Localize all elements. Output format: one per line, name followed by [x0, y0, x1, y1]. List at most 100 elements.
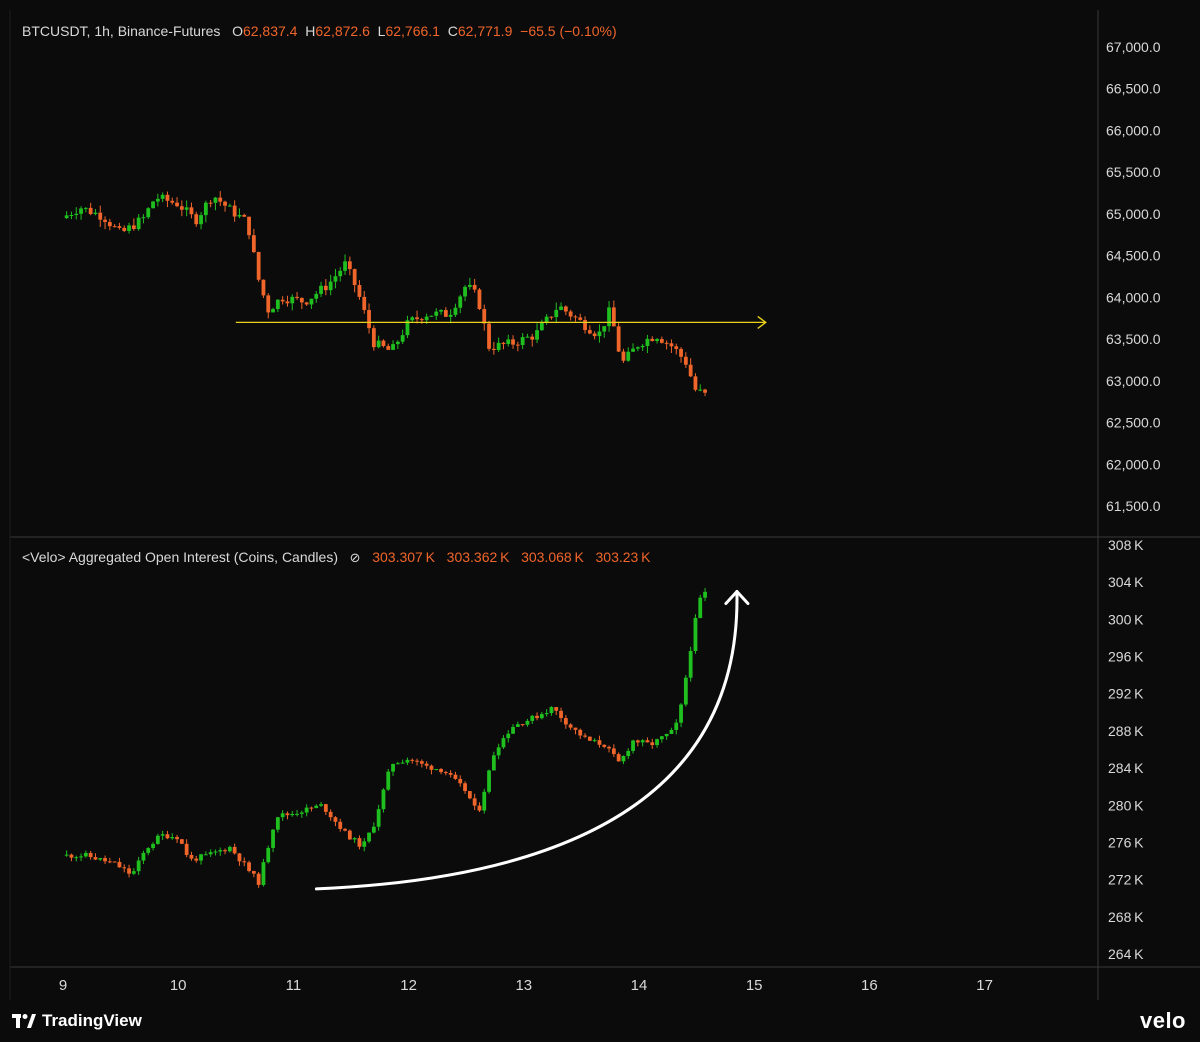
- oi-candle-body: [338, 821, 343, 829]
- oi-tick-label: 264 K: [1108, 946, 1144, 962]
- price-candle-body: [160, 194, 165, 199]
- tradingview-icon: [12, 1014, 36, 1028]
- oi-tick-label: 296 K: [1108, 649, 1144, 665]
- oi-candle-body: [395, 763, 400, 765]
- price-candle-body: [170, 200, 175, 203]
- price-candle-body: [650, 338, 655, 341]
- price-candle-body: [549, 316, 554, 318]
- oi-candle-body: [151, 843, 155, 849]
- price-candle-body: [530, 336, 535, 340]
- eye-off-icon[interactable]: ⊘: [349, 550, 361, 565]
- oi-candle-body: [391, 764, 395, 772]
- time-tick-label: 15: [746, 977, 763, 994]
- price-candle-body: [79, 208, 83, 214]
- price-candle-body: [347, 261, 352, 270]
- oi-candle-body: [347, 830, 352, 840]
- price-candle-body: [295, 296, 299, 298]
- oi-candle-body: [525, 720, 530, 725]
- price-candle-body: [698, 389, 703, 391]
- oi-candle-body: [88, 852, 93, 858]
- price-candle-body: [621, 351, 626, 361]
- tradingview-logo[interactable]: TradingView: [12, 1011, 142, 1031]
- velo-logo: velo: [1139, 1008, 1186, 1033]
- price-candle-body: [117, 226, 122, 228]
- oi-candle-body: [333, 817, 338, 822]
- oi-candle-body: [136, 860, 141, 872]
- oi-candle-body: [170, 837, 175, 839]
- oi-candle-body: [179, 839, 184, 844]
- oi-title[interactable]: <Velo> Aggregated Open Interest (Coins, …: [22, 549, 338, 565]
- price-candle-body: [93, 212, 98, 215]
- price-candle-body: [83, 207, 88, 209]
- price-candle-body: [88, 207, 93, 215]
- oi-candle-body: [554, 707, 559, 711]
- price-candle-body: [184, 207, 189, 210]
- oi-candle-body: [199, 854, 203, 861]
- oi-candle-body: [184, 843, 189, 855]
- oi-candle-body: [405, 759, 410, 763]
- oi-candle-body: [376, 809, 381, 827]
- oi-candle-body: [434, 768, 439, 770]
- price-candle-body: [203, 202, 208, 216]
- oi-candle-body: [107, 861, 112, 863]
- price-candle-body: [362, 296, 367, 311]
- oi-value-3: 303.068 K: [521, 549, 584, 565]
- oi-candle-body: [693, 617, 698, 652]
- oi-candle-body: [549, 707, 554, 714]
- price-candle-body: [496, 342, 501, 351]
- high-label: H: [305, 23, 316, 39]
- price-candle-body: [131, 225, 136, 230]
- price-candle-body: [434, 311, 439, 316]
- price-candle-body: [304, 302, 309, 305]
- price-candle-body: [693, 376, 698, 390]
- price-legend: BTCUSDT, 1h, Binance-Futures O62,837.4 H…: [22, 23, 617, 39]
- price-candle-body: [539, 322, 544, 331]
- price-candle-body: [271, 309, 275, 313]
- oi-candle-body: [309, 807, 314, 809]
- price-candle-body: [674, 346, 679, 349]
- oi-candle-body: [141, 852, 146, 861]
- oi-candle-body: [103, 858, 107, 862]
- oi-candle-body: [343, 828, 347, 831]
- oi-candle-body: [213, 851, 218, 853]
- oi-tick-label: 272 K: [1108, 872, 1144, 888]
- time-tick-label: 16: [861, 977, 878, 994]
- oi-candle-body: [424, 763, 429, 766]
- price-candle-body: [419, 319, 424, 321]
- oi-candle-body: [655, 739, 659, 746]
- open-label: O: [232, 23, 243, 39]
- price-candle-body: [136, 217, 141, 230]
- change-value: −65.5 (−0.10%): [520, 23, 617, 39]
- oi-tick-label: 304 K: [1108, 574, 1144, 590]
- oi-candle-body: [155, 835, 160, 844]
- oi-candle-body: [328, 811, 333, 818]
- price-candle-body: [357, 285, 362, 297]
- oi-candle-body: [563, 718, 568, 725]
- oi-tick-label: 268 K: [1108, 909, 1144, 925]
- price-candle-body: [189, 207, 194, 215]
- time-tick-label: 11: [286, 977, 302, 994]
- price-candle-body: [391, 344, 395, 350]
- price-candle-body: [112, 226, 117, 228]
- price-candle-body: [405, 320, 410, 336]
- oi-candle-body: [439, 768, 443, 773]
- symbol-label[interactable]: BTCUSDT, 1h, Binance-Futures: [22, 23, 221, 39]
- price-candle-body: [386, 346, 391, 350]
- price-candle-body: [237, 214, 242, 217]
- price-candle-body: [491, 348, 496, 351]
- oi-candle-body: [175, 837, 179, 840]
- annotations: [235, 315, 767, 891]
- price-candle-body: [146, 208, 151, 218]
- price-candle-body: [290, 296, 295, 304]
- price-candle-body: [314, 293, 319, 299]
- time-tick-label: 13: [515, 977, 532, 994]
- price-candle-body: [338, 270, 343, 277]
- time-tick-label: 12: [400, 977, 417, 994]
- price-candle-body: [525, 336, 530, 338]
- oi-tick-label: 284 K: [1108, 760, 1144, 776]
- price-candle-body: [400, 335, 405, 342]
- oi-tick-label: 300 K: [1108, 611, 1144, 627]
- close-value: 62,771.9: [457, 23, 513, 39]
- oi-candle-body: [127, 868, 131, 874]
- oi-candle-body: [698, 597, 703, 618]
